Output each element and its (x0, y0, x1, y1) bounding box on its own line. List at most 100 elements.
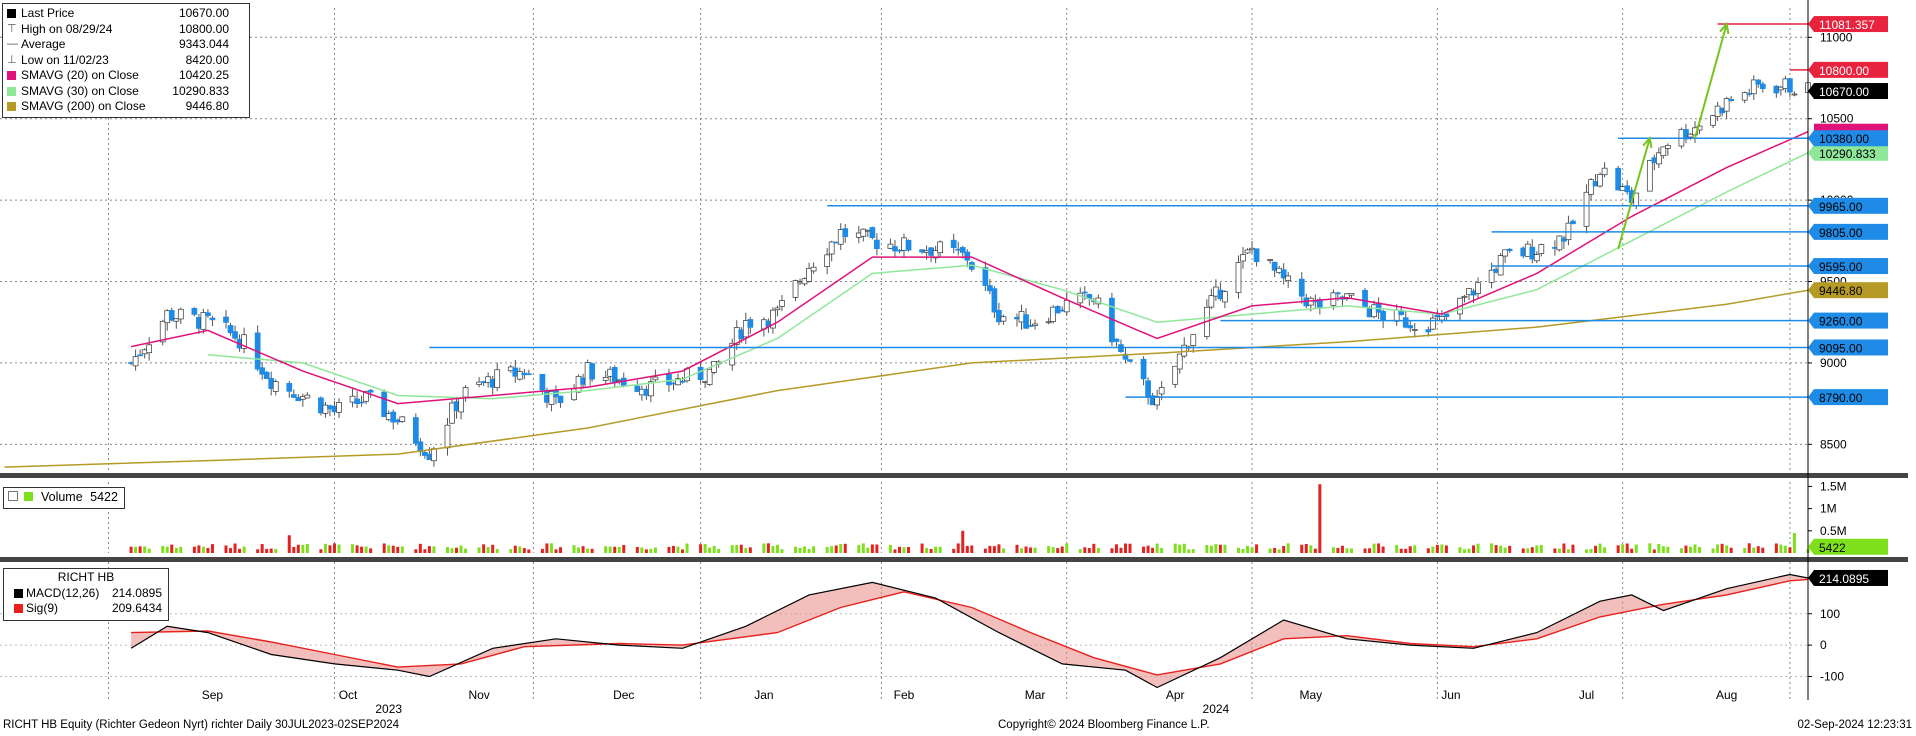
volume-bar (649, 548, 653, 553)
label-box (1814, 312, 1888, 329)
candle-body (1529, 246, 1536, 260)
volume-bar (794, 546, 798, 553)
label-box (1814, 144, 1888, 161)
x-tick-label: Aug (1716, 688, 1737, 702)
candle-body (1050, 306, 1057, 322)
candle-body (431, 448, 437, 462)
price-value-label: 9260.00 (1819, 315, 1863, 329)
volume-bar (1598, 543, 1602, 553)
square-icon (14, 604, 23, 614)
collapse-icon[interactable] (8, 491, 18, 501)
volume-bar (509, 549, 513, 553)
volume-bar (1688, 546, 1692, 553)
volume-bar (807, 549, 811, 553)
label-pointer-icon (1808, 144, 1814, 161)
volume-bar (703, 544, 707, 553)
volume-bar (238, 548, 242, 553)
label-box (1814, 389, 1888, 406)
volume-bar (1435, 544, 1439, 553)
volume-bar (1282, 545, 1286, 553)
volume-bar (1029, 547, 1033, 553)
volume-bar (590, 548, 594, 553)
volume-bar (1304, 543, 1308, 553)
macd-y-tick-label: -100 (1820, 669, 1844, 683)
volume-bar (1408, 546, 1412, 553)
volume-bar (581, 546, 585, 553)
macd-line (130, 573, 1809, 689)
candle-body (1429, 317, 1436, 330)
candle-body (770, 309, 776, 329)
volume-bar (1747, 543, 1751, 553)
volume-bar (1729, 547, 1733, 553)
legend-value: 10420.25 (178, 68, 229, 82)
candle-body (191, 307, 198, 315)
volume-bar (427, 546, 431, 553)
year-label: 2023 (375, 702, 402, 716)
candle-body (363, 390, 369, 402)
candle-body (932, 250, 939, 259)
volume-bar (1087, 548, 1091, 553)
volume-bar (1693, 544, 1697, 553)
label-pointer-icon (1808, 223, 1814, 240)
trend-arrow (1617, 137, 1651, 250)
volume-bar (843, 543, 847, 553)
volume-bar (635, 546, 639, 553)
volume-bar (192, 546, 196, 553)
volume-bar (301, 544, 305, 553)
volume-bar (1779, 544, 1783, 553)
volume-bar (1205, 544, 1209, 553)
volume-bar (323, 543, 327, 553)
label-box (1814, 258, 1888, 275)
legend-label: Low on 11/02/23 (21, 52, 109, 67)
candle-body (1113, 338, 1120, 342)
candle-body (1533, 254, 1540, 262)
candle-body (263, 371, 270, 380)
x-tick-label: Nov (468, 688, 489, 702)
trend-arrow (1694, 23, 1728, 139)
label-box (1814, 16, 1888, 33)
candle-body (666, 374, 672, 386)
volume-bar (1467, 548, 1471, 553)
volume-bar (604, 546, 608, 553)
candle-body (227, 325, 234, 334)
volume-bar (866, 547, 870, 553)
candle-body (602, 377, 609, 381)
volume-bar (586, 548, 590, 553)
arrow-head-icon (1642, 136, 1653, 149)
candle-body (774, 307, 781, 311)
volume-bar (1268, 548, 1272, 553)
volume-bar (653, 547, 657, 553)
candle-body (982, 267, 989, 286)
candle-body (525, 373, 532, 376)
volume-bar (708, 547, 712, 553)
price-value-label: 10670.00 (1819, 85, 1869, 99)
volume-bar (748, 547, 752, 553)
volume-value: 5422 (90, 490, 118, 504)
volume-bar (1349, 548, 1353, 553)
volume-bar (319, 549, 323, 553)
volume-bar (400, 546, 404, 553)
low-marker-icon: ⊥ (7, 53, 17, 66)
volume-bar (1666, 546, 1670, 553)
volume-bar (1490, 543, 1494, 553)
volume-bar (1431, 546, 1435, 553)
candle-body (648, 381, 654, 397)
candle-body (1687, 133, 1694, 138)
candle-body (991, 288, 998, 313)
macd-y-tick-label: 100 (1820, 607, 1840, 621)
candle-body (322, 404, 329, 414)
volume-bar (577, 547, 581, 553)
volume-bar (1300, 544, 1304, 553)
volume-bar (992, 546, 996, 553)
volume-bar (1151, 547, 1155, 553)
candle-body (1750, 79, 1757, 95)
candle-body (1443, 313, 1450, 318)
price-y-tick-label: 8500 (1820, 437, 1847, 451)
volume-bar (134, 546, 138, 553)
label-box (1814, 197, 1888, 214)
volume-bar (1783, 545, 1787, 553)
volume-bar (762, 543, 766, 553)
candle-body (1601, 167, 1608, 176)
sma20-value-label (1814, 123, 1888, 133)
